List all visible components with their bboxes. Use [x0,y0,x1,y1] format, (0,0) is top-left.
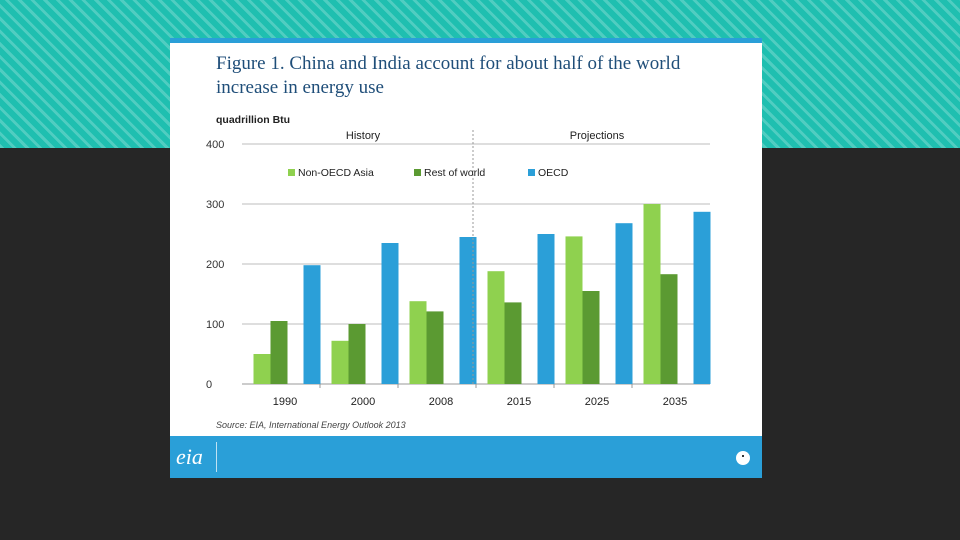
legend-swatch-oecd [528,169,535,176]
bar-oecd-2025 [615,223,633,384]
bar-oecd-2015 [537,234,555,384]
y-unit-label: quadrillion Btu [216,114,291,126]
x-tick-label: 2008 [429,396,453,408]
section-label-history: History [346,130,381,142]
legend-label-non-oecd-asia: Non-OECD Asia [298,167,374,179]
bar-non-oecd-asia-2015 [487,271,505,384]
bar-oecd-1990 [303,265,321,384]
legend-label-oecd: OECD [538,167,569,179]
bar-rest-of-world-2008 [426,311,444,384]
bar-oecd-2000 [381,243,399,384]
section-label-projections: Projections [570,130,625,142]
slide-card: Figure 1. China and India account for ab… [170,38,762,478]
bar-chart: 0 100 200 300 400 1990 2000 2008 2015 2025 2035 His… [206,130,711,408]
bar-rest-of-world-1990 [270,321,288,384]
bar-oecd-2035 [693,211,711,384]
bar-rest-of-world-2015 [504,302,522,384]
bar-non-oecd-asia-2035 [643,204,661,384]
card-top-bar [170,38,762,43]
bar-non-oecd-asia-2025 [565,236,583,384]
logo-divider [216,442,217,472]
x-tick-label: 2035 [663,396,687,408]
legend-swatch-rest-of-world [414,169,421,176]
x-tick-label: 1990 [273,396,297,408]
eia-logo: eia [176,444,203,469]
legend-swatch-non-oecd-asia [288,169,295,176]
bar-rest-of-world-2035 [660,274,678,384]
figure-title: Figure 1. China and India account for ab… [216,53,681,98]
bar-rest-of-world-2025 [582,291,600,384]
bar-rest-of-world-2000 [348,324,366,384]
bar-oecd-2008 [459,237,477,384]
y-tick-label: 200 [206,259,224,271]
legend-label-rest-of-world: Rest of world [424,167,485,179]
bar-non-oecd-asia-2000 [331,340,349,384]
x-tick-label: 2025 [585,396,609,408]
card-footer: eia [170,436,762,478]
bar-non-oecd-asia-1990 [253,354,271,384]
x-tick-label: 2000 [351,396,375,408]
source-note: Source: EIA, International Energy Outloo… [216,420,406,430]
y-tick-label: 300 [206,199,224,211]
slide-indicator-icon[interactable] [736,451,750,465]
y-tick-label: 0 [206,379,212,391]
y-tick-label: 100 [206,319,224,331]
x-tick-label: 2015 [507,396,531,408]
bar-non-oecd-asia-2008 [409,301,427,384]
y-tick-label: 400 [206,139,224,151]
